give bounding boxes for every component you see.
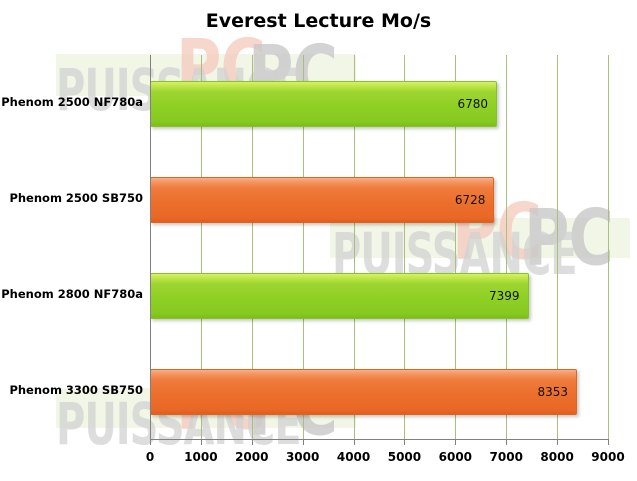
x-axis-tick-label: 8000 (540, 450, 574, 464)
x-axis-tick-label: 7000 (489, 450, 523, 464)
chart-title: Everest Lecture Mo/s (205, 10, 432, 32)
bar: 6728 (150, 177, 495, 223)
gridline (608, 55, 609, 439)
bar: 6780 (150, 81, 498, 127)
bar: 8353 (150, 369, 578, 415)
x-axis-tick (302, 440, 304, 445)
category-label: Phenom 2500 NF780a (1, 95, 143, 109)
category-label: Phenom 2800 NF780a (1, 287, 143, 301)
bar-value-label: 7399 (488, 289, 520, 303)
x-axis-tick (608, 440, 609, 445)
x-axis-tick (506, 440, 508, 445)
x-axis-tick-label: 6000 (438, 450, 473, 464)
bar: 7399 (150, 273, 529, 319)
category-label: Phenom 2500 SB750 (9, 191, 143, 205)
x-axis-tick (200, 440, 202, 445)
bar-value-label: 6780 (457, 97, 489, 111)
gridline (251, 55, 253, 439)
x-axis-tick-label: 3000 (285, 450, 320, 464)
gridline (302, 55, 304, 439)
x-axis-tick-label: 0 (145, 450, 155, 464)
x-axis-tick-label: 4000 (336, 450, 371, 464)
plot-area: 6780 6728 7399 8353 (150, 55, 609, 439)
x-axis-tick-label: 2000 (235, 450, 269, 464)
x-axis-tick (455, 440, 457, 445)
y-axis-line (150, 55, 151, 440)
bar-value-label: 6728 (454, 193, 486, 207)
x-axis-tick-label: 9000 (591, 450, 625, 464)
x-axis-line (150, 439, 609, 440)
bar-value-label: 8353 (537, 385, 569, 399)
x-axis-tick (150, 440, 151, 445)
x-axis-tick (557, 440, 559, 445)
gridline (200, 55, 202, 439)
x-axis-tick-label: 5000 (387, 450, 422, 464)
x-axis-tick (404, 440, 406, 445)
x-axis-tick (353, 440, 355, 445)
x-axis-tick-label: 1000 (184, 450, 218, 464)
category-label: Phenom 3300 SB750 (9, 383, 143, 397)
x-axis-tick (251, 440, 253, 445)
